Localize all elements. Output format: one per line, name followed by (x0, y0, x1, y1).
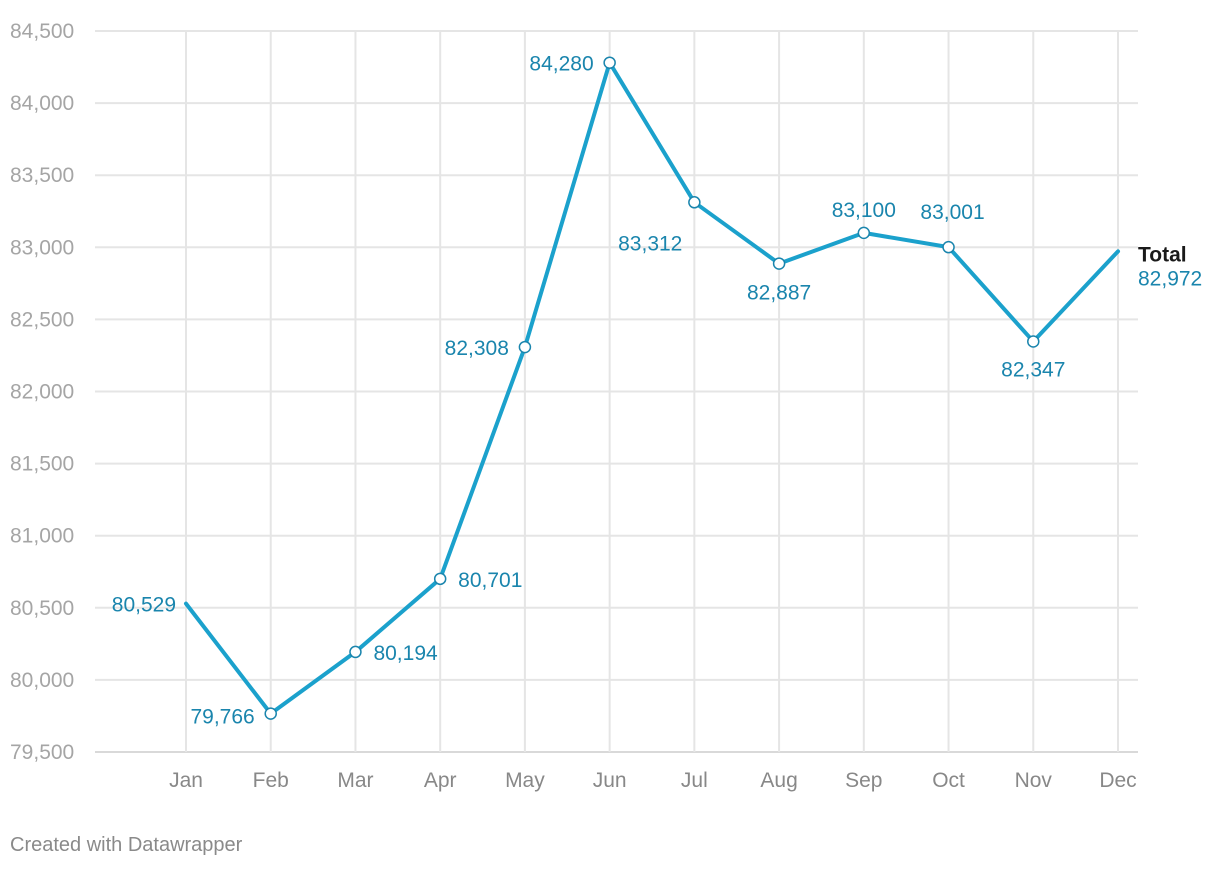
y-tick-label: 82,500 (10, 308, 74, 331)
markers (264, 56, 1040, 720)
y-tick-label: 83,000 (10, 236, 74, 259)
data-label: 82,308 (445, 337, 509, 360)
data-point-marker (433, 572, 447, 586)
data-label: 80,194 (373, 642, 438, 665)
x-tick-label: Dec (1099, 769, 1136, 792)
series-name-label: Total (1138, 243, 1187, 266)
data-point-marker (518, 340, 532, 354)
data-label: 80,529 (112, 594, 176, 617)
y-tick-label: 84,000 (10, 92, 74, 115)
data-label: 80,701 (458, 569, 522, 592)
data-point-marker (942, 240, 955, 254)
x-tick-label: Jul (681, 769, 708, 792)
data-point-marker (772, 257, 786, 270)
data-label: 83,312 (618, 232, 682, 255)
data-label: 82,972 (1138, 267, 1202, 290)
x-tick-label: Feb (253, 769, 289, 792)
y-tick-label: 81,000 (10, 525, 74, 548)
x-tick-label: Jan (169, 769, 203, 792)
y-tick-label: 81,500 (10, 453, 74, 476)
data-point-marker (603, 56, 616, 69)
x-tick-label: Sep (845, 769, 882, 792)
data-label: 82,887 (747, 282, 811, 305)
x-axis: Jan Feb Mar Apr May Jun Jul Aug Sep Oct Nov Dec (169, 769, 1137, 792)
data-point-marker (857, 226, 871, 240)
y-tick-label: 83,500 (10, 164, 74, 187)
y-tick-label: 82,000 (10, 381, 74, 404)
x-tick-label: Aug (760, 769, 797, 792)
data-label: 79,766 (190, 706, 254, 729)
x-tick-label: May (505, 769, 545, 792)
data-label: 84,280 (529, 53, 593, 76)
x-tick-label: Mar (337, 769, 373, 792)
data-label: 83,100 (832, 199, 896, 222)
x-tick-label: Apr (424, 769, 457, 792)
credit-text: Created with Datawrapper (10, 834, 243, 856)
x-tick-label: Jun (593, 769, 627, 792)
data-point-marker (264, 707, 277, 720)
data-labels: 80,529 79,766 80,194 80,701 82,308 84,280 83,3… (112, 53, 1202, 729)
series-line-layer (184, 60, 1120, 716)
data-label: 83,001 (920, 201, 984, 224)
grid (95, 30, 1138, 753)
data-label: 82,347 (1001, 358, 1065, 381)
y-tick-label: 80,000 (10, 669, 74, 692)
data-point-marker (688, 196, 701, 209)
series-line (184, 60, 1120, 716)
y-tick-label: 79,500 (10, 741, 74, 764)
data-point-marker (1027, 335, 1040, 348)
y-tick-label: 80,500 (10, 597, 74, 620)
x-tick-label: Nov (1015, 769, 1053, 792)
y-tick-label: 84,500 (10, 20, 74, 43)
data-point-marker (349, 645, 362, 659)
x-tick-label: Oct (932, 769, 965, 792)
y-axis: 79,500 80,000 80,500 81,000 81,500 82,000 82,5… (10, 20, 74, 764)
